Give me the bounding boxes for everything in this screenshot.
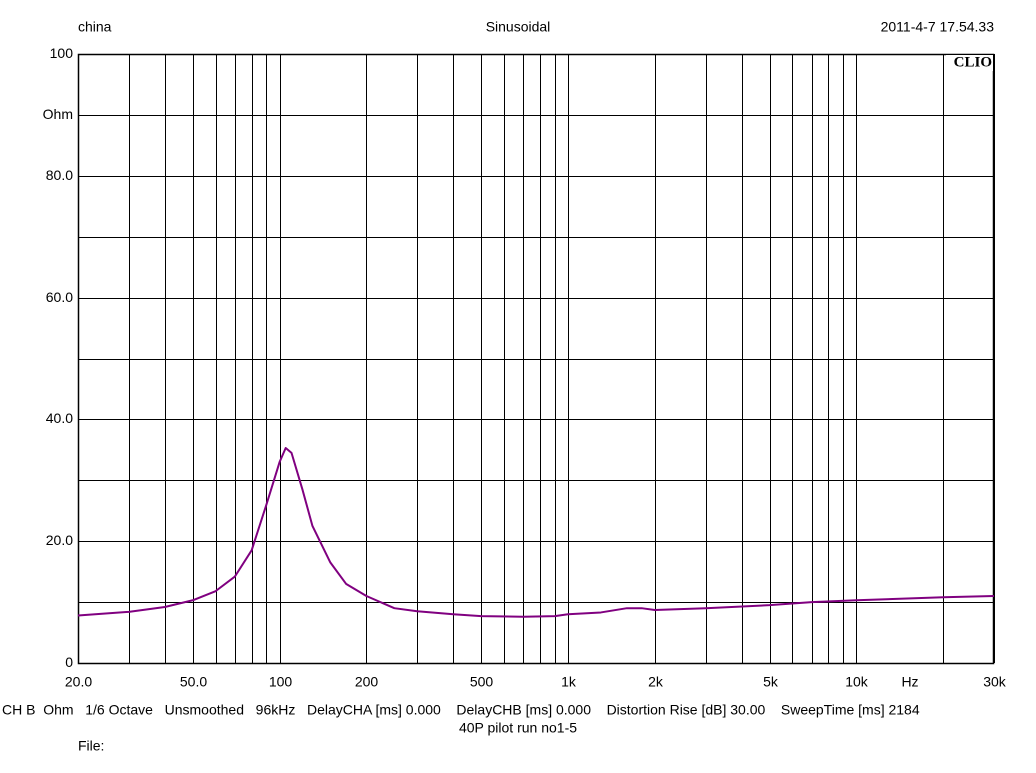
- y-tick-label: 20.0: [46, 532, 73, 548]
- y-tick-label: 80.0: [46, 167, 73, 183]
- subtitle: 40P pilot run no1-5: [459, 720, 577, 736]
- y-tick-label: Ohm: [43, 106, 73, 122]
- x-tick-label: 2k: [648, 674, 664, 690]
- x-tick-label: 1k: [561, 674, 577, 690]
- x-tick-label: 10k: [845, 674, 869, 690]
- file-label: File:: [78, 738, 104, 754]
- x-tick-label: 500: [470, 674, 494, 690]
- y-tick-label: 40.0: [46, 410, 73, 426]
- x-tick-label: 30k: [983, 674, 1007, 690]
- y-tick-label: 100: [50, 45, 74, 61]
- logo: CLIO: [954, 54, 992, 70]
- x-tick-label: 50.0: [180, 674, 207, 690]
- x-tick-label: 200: [355, 674, 379, 690]
- x-tick-label: 5k: [763, 674, 779, 690]
- footer: CH B Ohm 1/6 Octave Unsmoothed 96kHz Del…: [2, 702, 920, 718]
- x-axis-label: Hz: [901, 674, 918, 690]
- x-tick-label: 20.0: [65, 674, 92, 690]
- x-tick-label: 100: [269, 674, 293, 690]
- header-right: 2011-4-7 17.54.33: [881, 19, 995, 35]
- chart-title: Sinusoidal: [486, 19, 551, 35]
- impedance-curve: [77, 447, 995, 618]
- y-tick-label: 60.0: [46, 289, 73, 305]
- plot-frame: [77, 53, 995, 665]
- logo-bg: [946, 55, 993, 71]
- header-left: china: [78, 19, 112, 35]
- y-tick-label: 0: [65, 654, 73, 670]
